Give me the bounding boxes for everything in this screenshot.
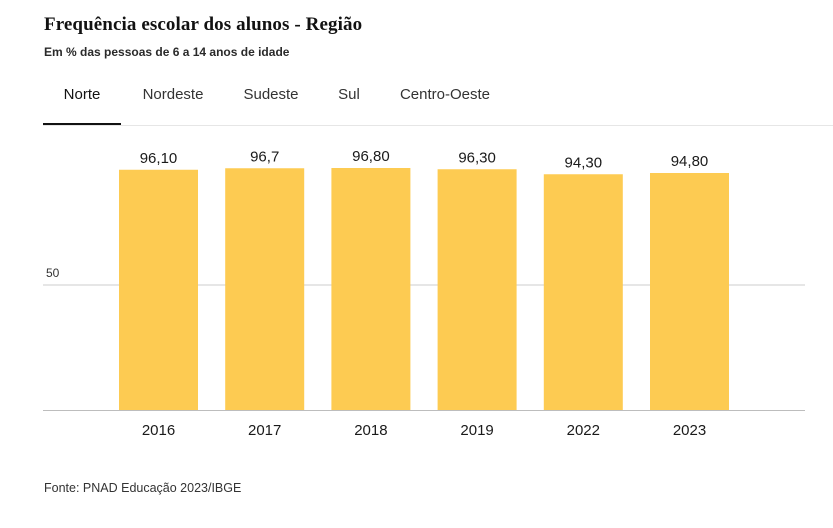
- bar-value-label: 96,30: [458, 149, 496, 166]
- chart-title: Frequência escolar dos alunos - Região: [44, 14, 363, 35]
- x-tick-label: 2018: [354, 422, 387, 439]
- chart-subtitle: Em % das pessoas de 6 a 14 anos de idade: [44, 45, 290, 59]
- tab-centro-oeste[interactable]: Centro-Oeste: [399, 86, 491, 103]
- bar-value-label: 96,10: [140, 150, 178, 167]
- bar: [543, 174, 623, 410]
- bar-value-label: 96,7: [250, 148, 279, 165]
- tab-sul[interactable]: Sul: [338, 86, 360, 103]
- bar: [119, 169, 198, 410]
- source-note: Fonte: PNAD Educação 2023/IBGE: [44, 481, 242, 495]
- region-tabs: Norte Nordeste Sudeste Sul Centro-Oeste: [43, 84, 833, 126]
- x-tick-label: 2019: [460, 422, 493, 439]
- x-tick-label: 2022: [567, 422, 600, 439]
- bar-value-label: 94,30: [565, 154, 603, 171]
- bar: [225, 168, 305, 410]
- x-tick-label: 2016: [142, 422, 175, 439]
- bar: [650, 173, 729, 410]
- tabs-divider: [43, 125, 833, 126]
- bar: [437, 169, 517, 410]
- bar-value-label: 96,80: [352, 148, 390, 165]
- bar: [331, 168, 411, 410]
- bar-value-label: 94,80: [671, 153, 709, 170]
- tab-nordeste[interactable]: Nordeste: [142, 86, 204, 103]
- tab-norte[interactable]: Norte: [43, 84, 121, 126]
- tab-sudeste[interactable]: Sudeste: [243, 86, 299, 103]
- x-tick-label: 2017: [248, 422, 281, 439]
- x-tick-label: 2023: [673, 422, 706, 439]
- y-tick-label: 50: [46, 266, 60, 280]
